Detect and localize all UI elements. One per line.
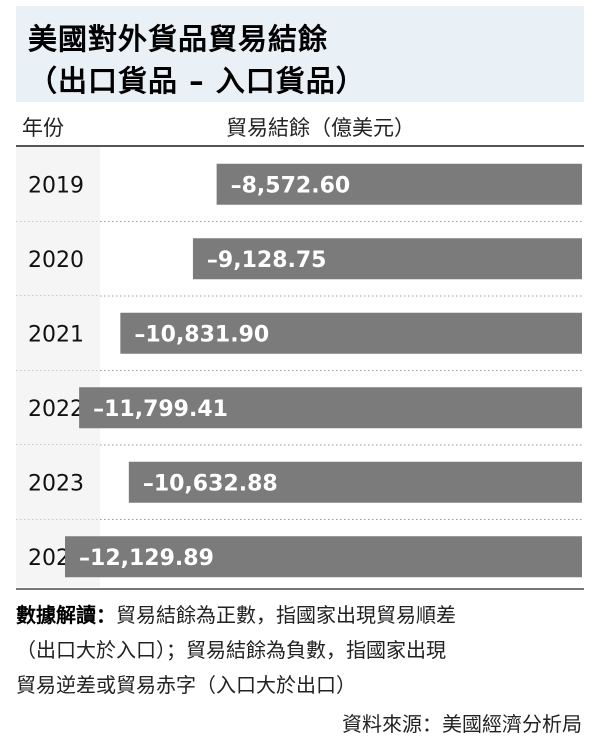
note-line-3: 貿易逆差或貿易赤字（入口大於出口） <box>16 673 356 697</box>
year-label-2019: 2019 <box>28 173 84 198</box>
chart-subtitle: （出口貨品 – 入口貨品） <box>28 64 366 98</box>
value-label-2023: –10,632.88 <box>143 471 278 496</box>
year-cell-2020 <box>16 221 100 296</box>
year-label-2022: 2022 <box>28 397 84 422</box>
year-label-2023: 2023 <box>28 471 84 496</box>
bar-2020 <box>192 238 582 280</box>
bar-2021 <box>120 312 582 354</box>
data-interpretation-note: 數據解讀：貿易結餘為正數，指國家出現貿易順差 （出口大於入口）；貿易結餘為負數，… <box>16 598 586 703</box>
value-label-2022: –11,799.41 <box>93 397 228 422</box>
year-label-2020: 2020 <box>28 248 84 273</box>
note-line-2: （出口大於入口）；貿易結餘為負數，指國家出現 <box>16 638 446 662</box>
data-source: 資料來源：美國經濟分析局 <box>342 712 582 736</box>
value-label-2019: –8,572.60 <box>231 173 351 198</box>
year-cell-2019 <box>16 147 100 222</box>
bar-2024 <box>65 536 582 578</box>
bar-2022 <box>79 387 582 429</box>
year-label-2021: 2021 <box>28 322 84 347</box>
year-column-header: 年份 <box>22 116 64 140</box>
value-column-header: 貿易結餘（億美元） <box>226 116 415 140</box>
bar-2023 <box>128 461 582 503</box>
bar-2019 <box>216 163 582 205</box>
title-box: 美國對外貨品貿易結餘 （出口貨品 – 入口貨品） <box>16 6 584 102</box>
chart-title: 美國對外貨品貿易結餘 <box>28 22 329 56</box>
note-line-1: 貿易結餘為正數，指國家出現貿易順差 <box>116 603 456 627</box>
trade-balance-bar-chart: 2019 –8,572.60 2020 –9,128.75 2021 –10,831.90… <box>16 147 584 587</box>
year-cell-2021 <box>16 296 100 371</box>
value-label-2021: –10,831.90 <box>134 322 269 347</box>
header-divider <box>16 145 584 147</box>
note-label: 數據解讀： <box>16 603 116 627</box>
year-cell-2023 <box>16 445 100 520</box>
chart-bottom-divider <box>16 588 584 590</box>
value-label-2020: –9,128.75 <box>207 248 327 273</box>
value-label-2024: –12,129.89 <box>79 546 214 571</box>
